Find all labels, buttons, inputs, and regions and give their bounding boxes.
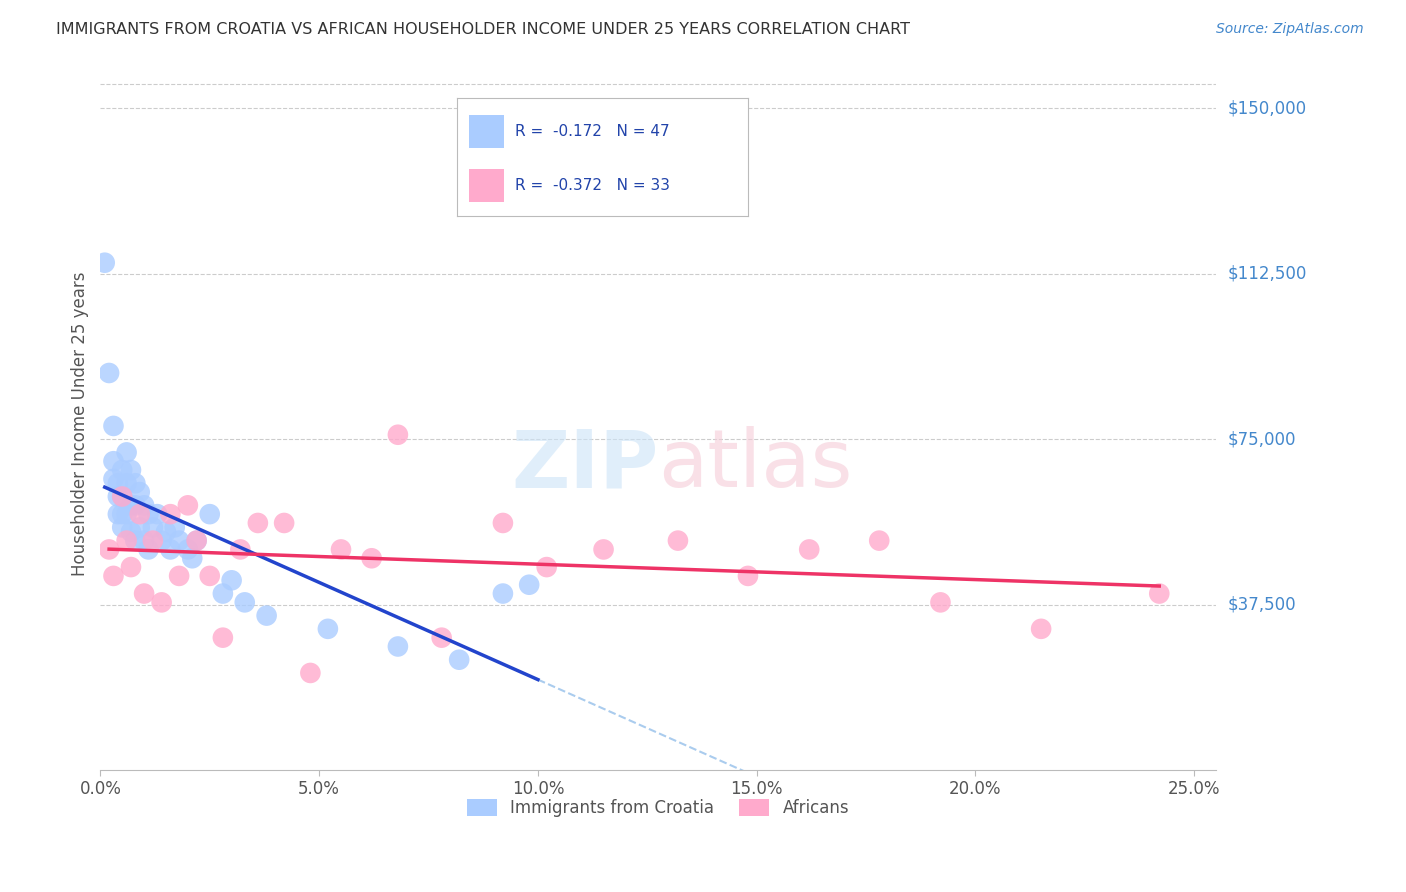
- Point: [132, 586, 155, 600]
- Point: [146, 507, 169, 521]
- Point: [142, 520, 165, 534]
- Point: [115, 533, 138, 548]
- Point: [98, 366, 121, 380]
- Point: [124, 533, 146, 548]
- Point: [111, 520, 134, 534]
- Point: [120, 463, 142, 477]
- Point: [198, 507, 221, 521]
- Point: [150, 595, 173, 609]
- Point: [492, 516, 515, 530]
- Legend: Immigrants from Croatia, Africans: Immigrants from Croatia, Africans: [460, 792, 856, 824]
- Point: [181, 551, 204, 566]
- Point: [93, 256, 115, 270]
- Point: [212, 631, 235, 645]
- Text: ZIP: ZIP: [510, 426, 658, 504]
- Text: $150,000: $150,000: [1227, 99, 1306, 118]
- Point: [120, 524, 142, 539]
- Point: [115, 507, 138, 521]
- Point: [111, 507, 134, 521]
- Point: [103, 569, 125, 583]
- Text: $112,500: $112,500: [1227, 265, 1306, 283]
- Point: [167, 533, 190, 548]
- Point: [163, 520, 186, 534]
- Point: [177, 499, 200, 513]
- Point: [233, 595, 256, 609]
- Point: [592, 542, 614, 557]
- Point: [229, 542, 252, 557]
- Point: [517, 578, 540, 592]
- Text: $37,500: $37,500: [1227, 596, 1296, 614]
- Text: IMMIGRANTS FROM CROATIA VS AFRICAN HOUSEHOLDER INCOME UNDER 25 YEARS CORRELATION: IMMIGRANTS FROM CROATIA VS AFRICAN HOUSE…: [56, 22, 910, 37]
- Point: [132, 533, 155, 548]
- Point: [737, 569, 759, 583]
- Point: [107, 476, 129, 491]
- Point: [103, 418, 125, 433]
- Point: [221, 574, 243, 588]
- Point: [128, 520, 150, 534]
- Point: [120, 499, 142, 513]
- Point: [132, 499, 155, 513]
- Point: [212, 586, 235, 600]
- Point: [492, 586, 515, 600]
- Point: [929, 595, 952, 609]
- Point: [142, 533, 165, 548]
- Point: [111, 463, 134, 477]
- Point: [124, 476, 146, 491]
- Point: [120, 560, 142, 574]
- Point: [1149, 586, 1171, 600]
- Point: [186, 533, 208, 548]
- Point: [150, 533, 173, 548]
- Point: [103, 472, 125, 486]
- Point: [360, 551, 382, 566]
- Point: [177, 542, 200, 557]
- Point: [198, 569, 221, 583]
- Point: [128, 507, 150, 521]
- Point: [138, 507, 160, 521]
- Point: [316, 622, 339, 636]
- Point: [111, 490, 134, 504]
- Point: [799, 542, 821, 557]
- Y-axis label: Householder Income Under 25 years: Householder Income Under 25 years: [72, 271, 89, 576]
- Point: [387, 640, 409, 654]
- Point: [98, 542, 121, 557]
- Point: [387, 427, 409, 442]
- Point: [449, 653, 471, 667]
- Point: [299, 665, 322, 680]
- Point: [246, 516, 269, 530]
- Point: [167, 569, 190, 583]
- Point: [186, 533, 208, 548]
- Point: [155, 524, 177, 539]
- Text: atlas: atlas: [658, 426, 852, 504]
- Point: [273, 516, 295, 530]
- Text: Source: ZipAtlas.com: Source: ZipAtlas.com: [1216, 22, 1364, 37]
- Point: [1029, 622, 1052, 636]
- Point: [107, 507, 129, 521]
- Point: [138, 542, 160, 557]
- Point: [128, 485, 150, 500]
- Point: [868, 533, 890, 548]
- Point: [124, 499, 146, 513]
- Point: [115, 476, 138, 491]
- Point: [107, 490, 129, 504]
- Point: [159, 542, 181, 557]
- Text: $75,000: $75,000: [1227, 430, 1296, 448]
- Point: [330, 542, 353, 557]
- Point: [430, 631, 453, 645]
- Point: [666, 533, 689, 548]
- Point: [536, 560, 558, 574]
- Point: [103, 454, 125, 468]
- Point: [111, 490, 134, 504]
- Point: [256, 608, 278, 623]
- Point: [115, 445, 138, 459]
- Point: [159, 507, 181, 521]
